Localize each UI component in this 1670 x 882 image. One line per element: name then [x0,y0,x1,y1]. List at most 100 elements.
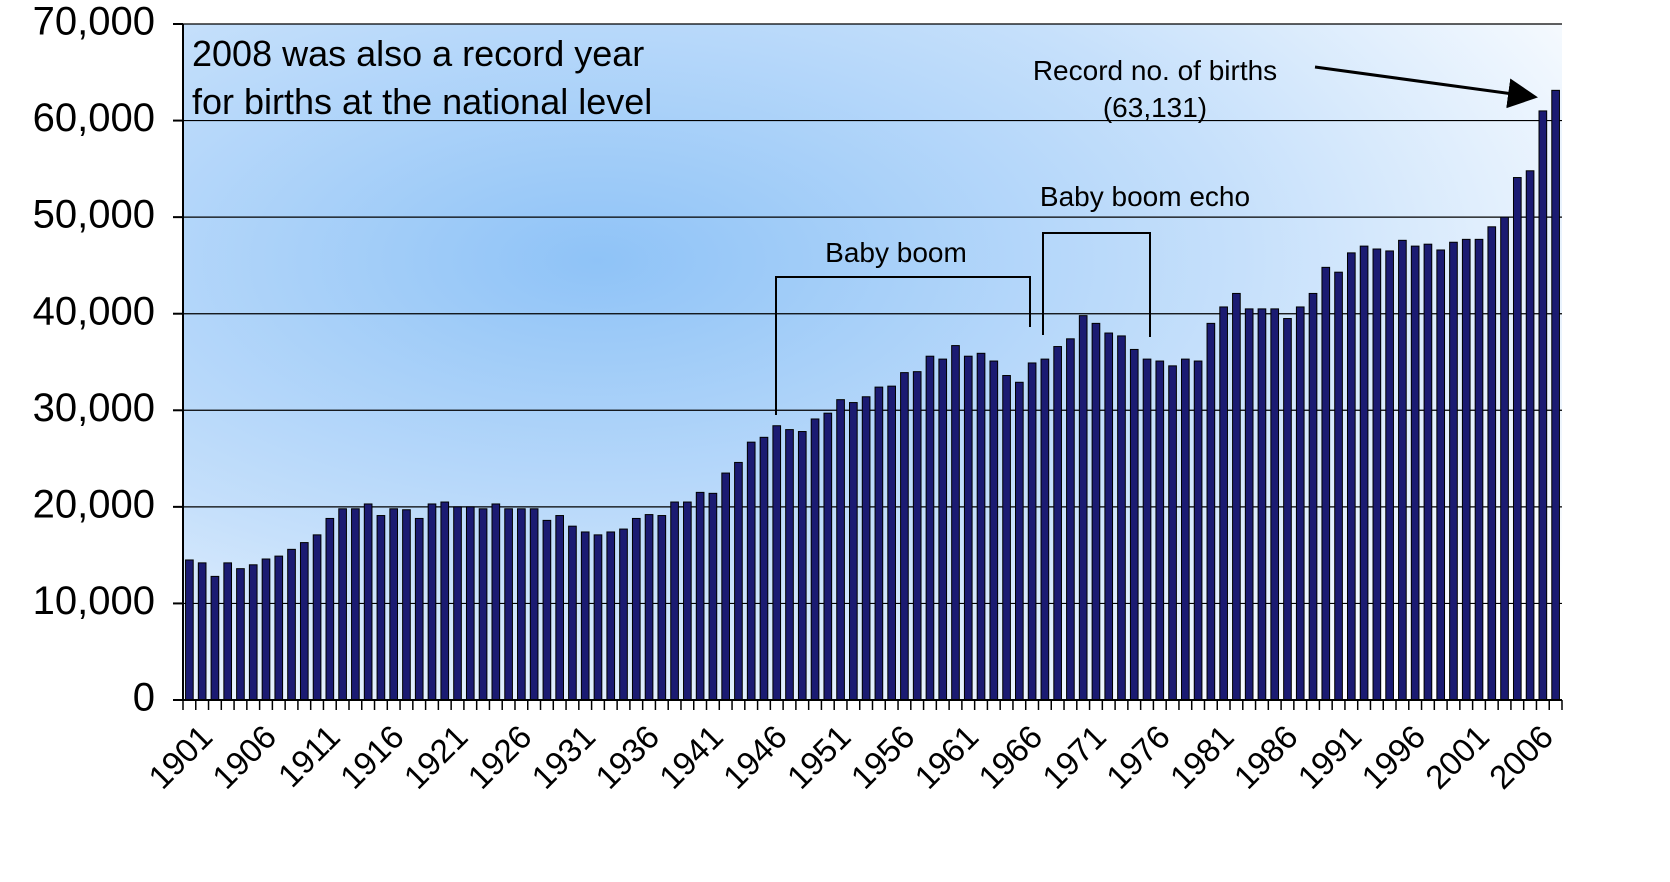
bar [248,564,258,701]
y-tick-label: 70,000 [33,0,155,44]
bar [312,534,322,701]
x-tick-label: 1941 [652,718,730,796]
x-tick-label: 1911 [271,718,347,794]
bar [299,542,309,701]
x-tick-label: 1906 [205,718,283,796]
bar [491,503,501,701]
x-tick-label: 1961 [907,718,985,796]
bar [976,352,986,701]
x-tick-label: 1946 [716,718,794,796]
bar [1117,335,1126,701]
bar [823,412,833,701]
bar [236,568,245,701]
bar [440,501,450,701]
bar [963,355,973,701]
bar [351,508,360,701]
baby-boom-label: Baby boom [825,237,967,268]
bar [389,508,399,701]
bar [861,396,871,701]
bar [797,431,807,701]
bar [555,515,565,701]
bar [759,436,769,701]
bar [670,501,679,701]
bar [197,562,207,701]
bar [542,519,552,701]
bar [734,461,743,701]
bar [1104,332,1114,701]
echo-label: Baby boom echo [1040,181,1250,212]
bar [708,492,718,701]
bar [785,429,794,701]
bar [644,514,654,701]
bar [478,508,488,701]
bar [210,575,220,701]
bar [1244,308,1254,701]
bar [1283,318,1292,701]
record-label: Record no. of births [1033,55,1277,86]
bar [1449,241,1458,701]
bar [1002,375,1011,701]
x-tick-label: 1931 [524,718,602,796]
x-tick-label: 1966 [971,718,1049,796]
bar [1538,110,1548,701]
bar [465,506,475,701]
y-tick-label: 10,000 [33,579,155,623]
bar [721,472,730,701]
bar [1551,89,1560,701]
bar [402,509,411,701]
x-tick-label: 1971 [1035,718,1113,796]
bar [593,534,603,701]
bar [746,441,756,701]
x-tick-label: 1921 [397,718,475,796]
record-value-label: (63,131) [1103,92,1207,123]
y-tick-label: 40,000 [33,289,155,333]
bar [951,345,960,701]
y-tick-label: 50,000 [33,193,155,237]
bar [772,425,782,701]
bar [338,508,347,701]
bar [1015,381,1024,701]
bar [1474,238,1484,701]
y-tick-label: 60,000 [33,96,155,140]
bar [529,508,539,701]
bar [619,528,628,701]
bar [1257,308,1267,701]
x-tick-label: 1986 [1227,718,1305,796]
bar [1027,362,1037,701]
x-tick-label: 1996 [1354,718,1432,796]
bar [274,555,284,701]
bar [1334,271,1343,701]
bar [836,399,845,701]
x-tick-label: 1926 [460,718,538,796]
x-tick-label: 1956 [843,718,921,796]
bar [325,517,335,701]
bar [1487,226,1497,701]
x-tick-label: 2006 [1482,718,1560,796]
bar [1372,248,1382,701]
bar [1193,360,1203,701]
bar [1346,252,1356,701]
bar [1295,306,1305,701]
bar [1129,348,1139,701]
bar [261,558,271,701]
x-tick-label: 1951 [780,718,858,796]
bar [1091,322,1101,701]
bar [1040,358,1050,701]
y-tick-label: 20,000 [33,482,155,526]
bar [1436,249,1446,701]
bar [1398,239,1407,701]
bar [1512,177,1522,701]
bar [504,508,513,701]
x-tick-label: 1916 [333,718,411,796]
x-tick-label: 1991 [1290,718,1368,796]
bar [887,385,896,701]
bar [695,491,705,701]
bar [1078,315,1088,701]
bar [989,360,999,701]
bar [1142,358,1152,701]
bar [1232,292,1241,701]
bar [414,517,424,701]
y-tick-label: 30,000 [33,386,155,430]
bar [517,508,526,701]
